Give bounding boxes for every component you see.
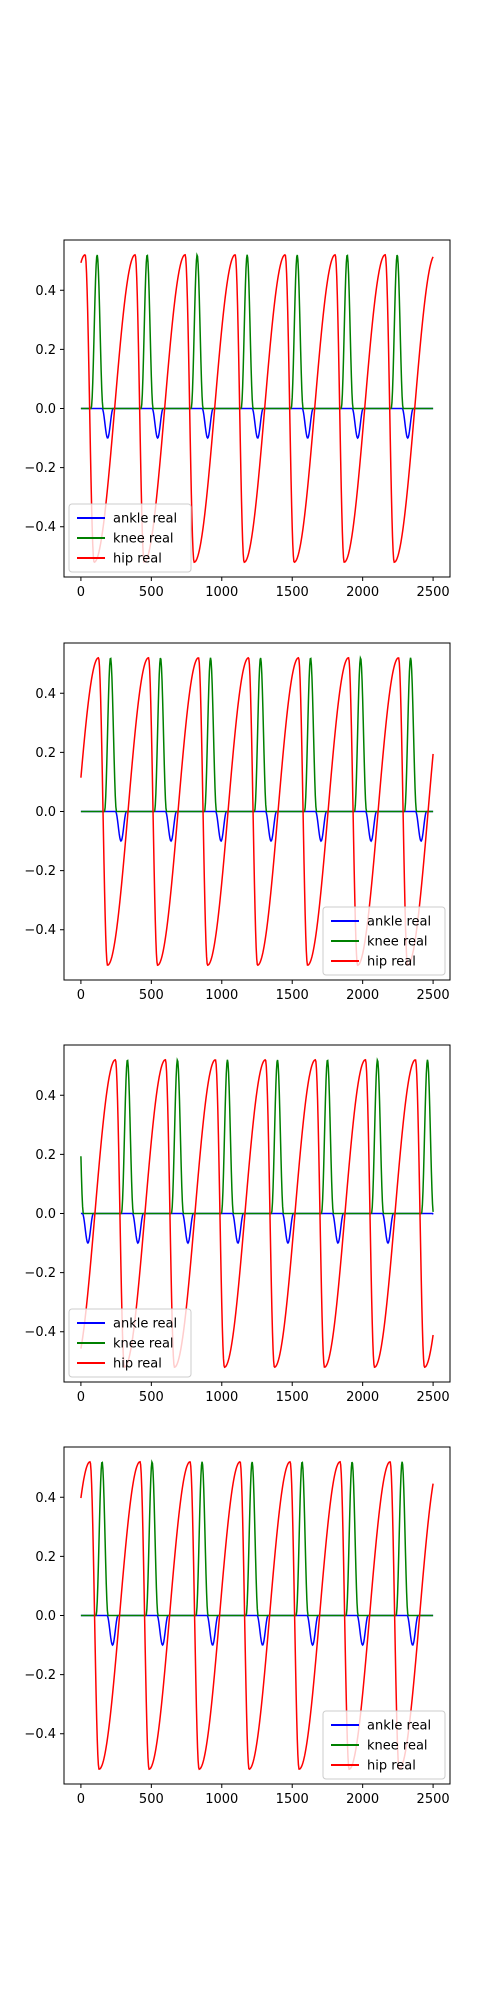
x-tick-label: 0 [77, 1792, 85, 1807]
y-tick-label: 0.4 [35, 1089, 56, 1104]
x-tick-label: 0 [77, 585, 85, 600]
series-line-ankle [80, 810, 434, 843]
x-tick-label: 0 [77, 1390, 85, 1405]
x-tick-label: 2500 [417, 1390, 450, 1405]
x-tick-label: 1000 [205, 988, 238, 1003]
series-group [80, 655, 434, 967]
series-line-knee [80, 252, 434, 410]
y-tick-label: 0.2 [35, 746, 56, 761]
legend-label: ankle real [367, 1719, 431, 1734]
series-group [80, 252, 434, 564]
series-line-ankle [80, 1212, 434, 1245]
x-tick-label: 2000 [346, 988, 379, 1003]
series-group [80, 1459, 434, 1771]
series-line-knee [80, 655, 434, 813]
x-tick-label: 1000 [205, 1792, 238, 1807]
y-tick-label: −0.2 [24, 1266, 56, 1281]
y-tick-label: 0.0 [35, 805, 56, 820]
y-tick-label: −0.4 [24, 1325, 56, 1340]
legend-label: knee real [367, 1739, 428, 1754]
y-tick-label: 0.2 [35, 1550, 56, 1565]
x-tick-label: 2500 [417, 585, 450, 600]
legend-label: hip real [367, 1759, 416, 1774]
legend: ankle real knee real hip real [322, 906, 446, 976]
series-line-ankle [80, 1614, 434, 1647]
y-tick-label: 0.0 [35, 1207, 56, 1222]
x-tick-label: 1500 [276, 988, 309, 1003]
series-line-hip [80, 1460, 434, 1771]
legend-box [322, 1710, 446, 1780]
x-tick-label: 2000 [346, 585, 379, 600]
y-tick-label: 0.0 [35, 1609, 56, 1624]
chart-panel-1: 0 500 1000 1500 2000 2500 −0.4 −0.2 0.0 0.2 0.4 ank… [24, 239, 451, 600]
series-line-ankle [80, 407, 434, 440]
legend: ankle real knee real hip real [68, 503, 192, 573]
legend-label: hip real [113, 552, 162, 567]
series-line-knee [80, 1459, 434, 1617]
x-tick-label: 2500 [417, 988, 450, 1003]
series-line-hip [80, 253, 434, 564]
legend-box [68, 1308, 192, 1378]
y-tick-label: 0.4 [35, 1491, 56, 1506]
y-tick-label: 0.2 [35, 343, 56, 358]
series-line-hip [80, 656, 434, 967]
legend-label: hip real [367, 955, 416, 970]
series-line-knee [80, 1057, 434, 1215]
y-tick-label: 0.4 [35, 284, 56, 299]
y-tick-label: 0.4 [35, 687, 56, 702]
y-tick-label: −0.2 [24, 1668, 56, 1683]
x-tick-label: 2500 [417, 1792, 450, 1807]
chart-panel-2: 0 500 1000 1500 2000 2500 −0.4 −0.2 0.0 0.2 0.4 ank… [24, 642, 451, 1003]
legend-label: ankle real [113, 1317, 177, 1332]
y-tick-label: 0.2 [35, 1148, 56, 1163]
y-tick-label: −0.4 [24, 1727, 56, 1742]
legend-box [322, 906, 446, 976]
legend-label: knee real [113, 1337, 174, 1352]
x-tick-label: 2000 [346, 1390, 379, 1405]
legend-label: ankle real [113, 512, 177, 527]
series-line-hip [80, 1058, 434, 1369]
chart-panel-4: 0 500 1000 1500 2000 2500 −0.4 −0.2 0.0 0.2 0.4 ank… [24, 1446, 451, 1807]
legend-label: knee real [113, 532, 174, 547]
legend-label: knee real [367, 935, 428, 950]
x-tick-label: 1500 [276, 1390, 309, 1405]
x-tick-label: 500 [139, 1390, 164, 1405]
x-tick-label: 2000 [346, 1792, 379, 1807]
x-tick-label: 1000 [205, 1390, 238, 1405]
y-tick-label: −0.4 [24, 923, 56, 938]
legend-box [68, 503, 192, 573]
y-tick-label: −0.2 [24, 461, 56, 476]
x-tick-label: 1500 [276, 585, 309, 600]
x-tick-label: 500 [139, 1792, 164, 1807]
legend-label: ankle real [367, 915, 431, 930]
y-tick-label: 0.0 [35, 402, 56, 417]
x-tick-label: 1500 [276, 1792, 309, 1807]
x-tick-label: 0 [77, 988, 85, 1003]
x-tick-label: 1000 [205, 585, 238, 600]
y-tick-label: −0.2 [24, 864, 56, 879]
legend-label: hip real [113, 1357, 162, 1372]
legend: ankle real knee real hip real [68, 1308, 192, 1378]
series-group [80, 1057, 434, 1369]
x-tick-label: 500 [139, 585, 164, 600]
legend: ankle real knee real hip real [322, 1710, 446, 1780]
x-tick-label: 500 [139, 988, 164, 1003]
y-tick-label: −0.4 [24, 520, 56, 535]
chart-panel-3: 0 500 1000 1500 2000 2500 −0.4 −0.2 0.0 0.2 0.4 ank… [24, 1044, 451, 1405]
